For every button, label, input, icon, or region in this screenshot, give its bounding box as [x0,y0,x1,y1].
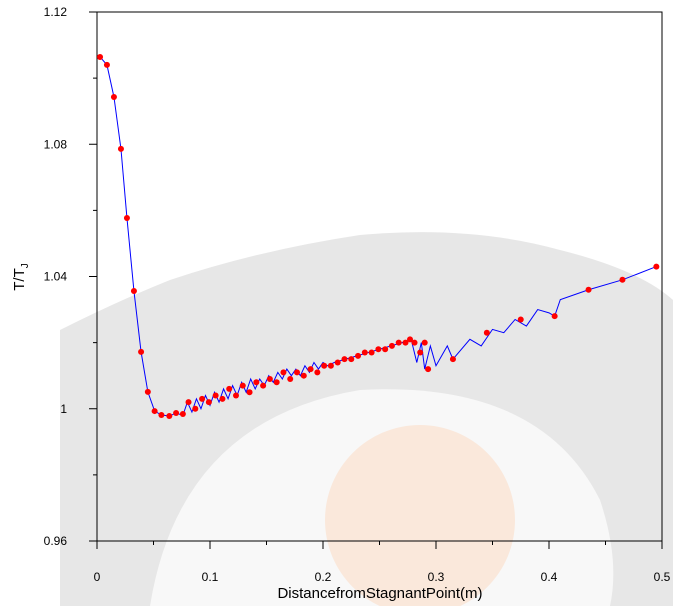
data-point [239,382,246,389]
data-point [226,385,233,392]
data-point [280,369,287,376]
data-point [327,362,334,369]
data-point [449,356,456,363]
data-point [130,288,137,295]
data-point [166,413,173,420]
data-point [361,349,368,356]
data-point [551,313,558,320]
data-point [110,93,117,100]
x-tick-label: 0.2 [315,570,332,584]
data-point [483,329,490,336]
x-tick-label: 0.5 [654,570,671,584]
data-point [375,346,382,353]
data-point [341,356,348,363]
data-point [97,53,104,60]
data-point [334,359,341,366]
y-axis-label-main: T/T [11,268,28,291]
data-point [425,366,432,373]
data-point [395,339,402,346]
y-tick-label: 1.12 [44,5,68,19]
x-axis-label: DistancefromStagnantPoint(m) [277,585,482,602]
data-point [123,214,130,221]
data-point [273,379,280,386]
y-axis-label-sub: J [20,263,31,268]
y-axis-label: T/TJ [11,263,31,291]
data-point [144,388,151,395]
data-point [260,382,267,389]
data-point [421,339,428,346]
y-tick-label: 1 [60,402,67,416]
data-point [355,352,362,359]
data-point [103,61,110,68]
data-point [246,389,253,396]
data-point [300,372,307,379]
data-point [411,339,418,346]
data-point [619,276,626,283]
y-tick-label: 1.08 [44,137,68,151]
x-tick-label: 0.3 [428,570,445,584]
data-point [314,369,321,376]
data-point [388,342,395,349]
data-point [219,395,226,402]
data-point [151,408,158,415]
data-point [205,399,212,406]
x-tick-label: 0.4 [541,570,558,584]
data-point [253,379,260,386]
data-point [212,392,219,399]
x-tick-label: 0 [94,570,101,584]
data-point [382,346,389,353]
data-point [138,348,145,355]
y-tick-label: 1.04 [44,270,68,284]
data-point [417,349,424,356]
data-point [307,366,314,373]
data-point [199,395,206,402]
data-point [653,263,660,270]
data-point [179,411,186,418]
data-point [402,339,409,346]
data-point [185,399,192,406]
x-tick-label: 0.1 [202,570,219,584]
data-point [192,405,199,412]
data-point [407,336,414,343]
data-point [585,286,592,293]
data-point [158,412,165,419]
data-point [287,375,294,382]
data-point [173,410,180,417]
y-tick-label: 0.96 [44,534,68,548]
data-point [321,362,328,369]
data-point [266,375,273,382]
data-point [368,349,375,356]
data-point [348,356,355,363]
watermark [60,232,673,606]
data-point [517,316,524,323]
data-point [232,392,239,399]
data-point [117,145,124,152]
data-point [294,369,301,376]
